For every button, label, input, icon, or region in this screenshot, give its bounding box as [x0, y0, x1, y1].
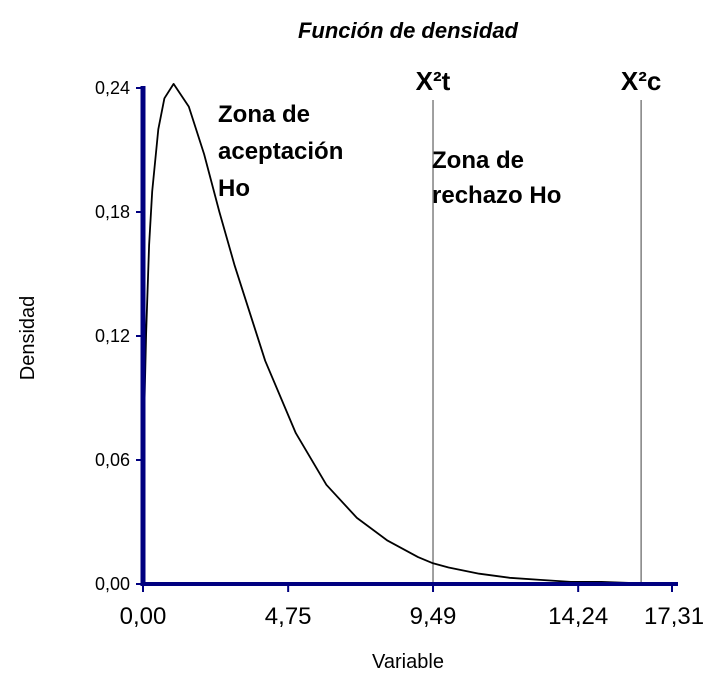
acceptance-zone-label: Zona de aceptación Ho [218, 101, 350, 202]
critical-value-label: X²t [416, 66, 451, 96]
acceptance-zone-line-2: aceptación [218, 138, 343, 165]
y-axis-ticks: 0,00 0,06 0,12 0,18 0,24 [95, 78, 143, 594]
rejection-zone-label: Zona de rechazo Ho [432, 147, 561, 209]
density-curve [143, 83, 663, 585]
x-tick-label: 4,75 [265, 603, 312, 630]
y-tick-label: 0,18 [95, 202, 130, 222]
acceptance-zone-line-1: Zona de [218, 101, 310, 128]
rejection-zone-line-2: rechazo Ho [432, 182, 561, 209]
rejection-zone-line-1: Zona de [432, 147, 524, 174]
chart-title: Función de densidad [298, 18, 519, 43]
density-curve-group [143, 83, 663, 585]
x-tick-label: 9,49 [410, 603, 457, 630]
y-tick-label: 0,12 [95, 326, 130, 346]
y-tick-label: 0,00 [95, 574, 130, 594]
critical-value-label: X²c [621, 66, 661, 96]
x-tick-label: 17,31 [644, 603, 704, 630]
x-tick-label: 0,00 [120, 603, 167, 630]
x-tick-label: 14,24 [548, 603, 608, 630]
x-axis-ticks: 0,00 4,75 9,49 14,24 17,31 [120, 584, 704, 630]
x-axis-label: Variable [372, 651, 444, 673]
critical-lines: X²t X²c [416, 66, 661, 584]
y-tick-label: 0,24 [95, 78, 130, 98]
y-tick-label: 0,06 [95, 450, 130, 470]
acceptance-zone-line-3: Ho [218, 175, 250, 202]
y-axis-label: Densidad [17, 296, 39, 381]
